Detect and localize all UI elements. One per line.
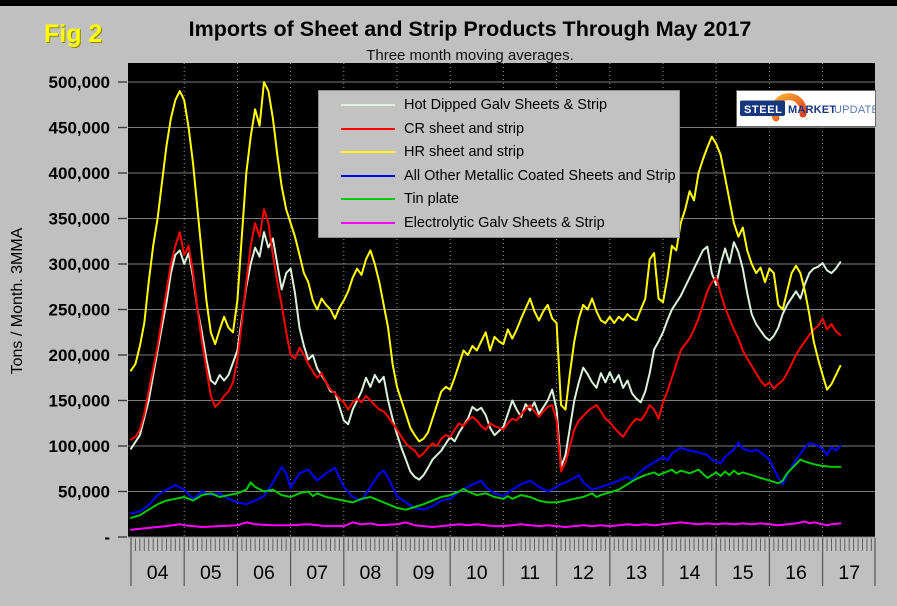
y-tick-label: 50,000 <box>58 483 110 502</box>
year-label: 08 <box>360 562 382 584</box>
legend-label: HR sheet and strip <box>404 144 525 161</box>
y-tick-label: 300,000 <box>49 255 110 274</box>
y-tick-label: 500,000 <box>49 73 110 92</box>
year-label: 10 <box>466 562 488 584</box>
series-line-1 <box>130 208 842 473</box>
legend-label: Electrolytic Galv Sheets & Strip <box>404 214 605 231</box>
chart-subtitle: Three month moving averages. <box>366 47 574 64</box>
series-line-5 <box>130 520 842 531</box>
legend-line-sample <box>341 127 395 130</box>
year-label: 06 <box>253 562 275 584</box>
y-tick-label: 400,000 <box>49 164 110 183</box>
series-line-4 <box>130 458 842 519</box>
year-label: 05 <box>200 562 222 584</box>
y-tick-label: 200,000 <box>49 346 110 365</box>
legend-line-sample <box>341 151 395 154</box>
legend-box: Hot Dipped Galv Sheets & Strip CR sheet a… <box>318 90 680 238</box>
legend-item: Tin plate <box>319 188 679 210</box>
year-label: 04 <box>147 562 169 584</box>
legend-item: CR sheet and strip <box>319 118 679 140</box>
year-label: 12 <box>572 562 594 584</box>
steel-market-update-logo: STEEL MARKET UPDATE <box>736 90 879 127</box>
legend-line-sample <box>341 104 395 107</box>
year-label: 07 <box>306 562 328 584</box>
year-label: 16 <box>785 562 807 584</box>
logo-word-update: UPDATE <box>834 104 875 116</box>
series-line-0 <box>130 231 842 481</box>
legend-item: HR sheet and strip <box>319 141 679 163</box>
legend-item: Hot Dipped Galv Sheets & Strip <box>319 94 679 116</box>
y-tick-label: 250,000 <box>49 301 110 320</box>
y-tick-label: 350,000 <box>49 210 110 229</box>
legend-label: Hot Dipped Galv Sheets & Strip <box>404 97 608 114</box>
legend-line-sample <box>341 174 395 177</box>
legend-line-sample <box>341 221 395 224</box>
logo-graphic: STEEL MARKET UPDATE <box>740 93 879 122</box>
year-label: 13 <box>626 562 648 584</box>
year-label: 17 <box>838 562 860 584</box>
year-label: 11 <box>520 562 540 584</box>
year-label: 09 <box>413 562 435 584</box>
legend-label: CR sheet and strip <box>404 120 525 137</box>
logo-word-market: MARKET <box>788 104 836 116</box>
legend-item: Electrolytic Galv Sheets & Strip <box>319 212 679 234</box>
logo-word-steel: STEEL <box>744 104 782 116</box>
legend-item: All Other Metallic Coated Sheets and Str… <box>319 165 679 187</box>
legend-label: All Other Metallic Coated Sheets and Str… <box>404 167 676 184</box>
figure-label: Fig 2 <box>44 20 103 48</box>
chart-title: Imports of Sheet and Strip Products Thro… <box>188 17 752 41</box>
series-line-2 <box>130 81 842 443</box>
y-tick-label: - <box>104 528 110 547</box>
legend-label: Tin plate <box>404 191 460 208</box>
year-label: 14 <box>679 562 701 584</box>
series-line-3 <box>130 441 842 515</box>
legend-line-sample <box>341 198 395 201</box>
year-label: 15 <box>732 562 754 584</box>
y-tick-label: 450,000 <box>49 119 110 138</box>
y-tick-label: 100,000 <box>49 437 110 456</box>
top-border-strip <box>0 0 897 6</box>
logo-steel-badge <box>740 100 785 116</box>
y-tick-label: 150,000 <box>49 392 110 411</box>
